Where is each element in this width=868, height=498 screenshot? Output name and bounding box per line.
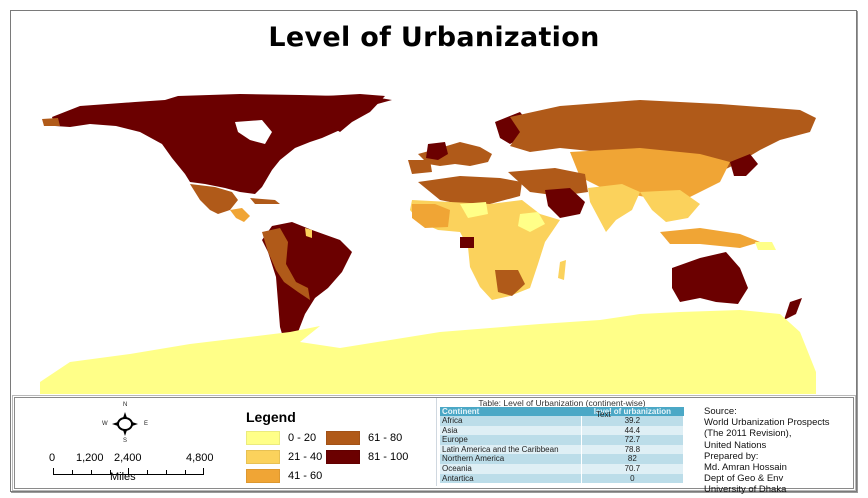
region-north-america bbox=[52, 94, 392, 194]
compass-e-label: E bbox=[144, 421, 149, 427]
region-antarctica bbox=[40, 310, 816, 394]
table-header-row: Continent level of urbanization bbox=[440, 407, 684, 416]
prepared-line: Md. Amran Hossain bbox=[704, 462, 787, 474]
cell-value: 0 bbox=[581, 473, 685, 484]
panel-divider bbox=[436, 398, 437, 486]
cell-value: 78.8 bbox=[581, 444, 685, 455]
region-alaska-west bbox=[42, 118, 60, 126]
region-iberia bbox=[408, 160, 432, 174]
region-mexico bbox=[190, 184, 238, 214]
table-row: Asia 44.4 bbox=[440, 425, 685, 436]
region-gabon bbox=[460, 237, 474, 248]
region-west-africa bbox=[412, 204, 450, 228]
legend-label: 61 - 80 bbox=[368, 432, 403, 444]
table-row: Northern America 82 bbox=[440, 454, 685, 464]
prepared-line: Dept of Geo & Env bbox=[704, 473, 784, 485]
cell-continent: Latin America and the Caribbean bbox=[440, 444, 582, 455]
legend: Legend 0 - 20 21 - 40 41 - 60 61 - 80 81… bbox=[240, 405, 430, 485]
compass-icon bbox=[112, 412, 138, 436]
source-line: United Nations bbox=[704, 439, 767, 451]
region-saudi bbox=[545, 188, 585, 218]
region-russia bbox=[510, 100, 816, 172]
region-png bbox=[755, 242, 776, 250]
compass-w-label: W bbox=[102, 421, 108, 427]
region-greenland bbox=[290, 94, 385, 132]
cell-value: 72.7 bbox=[581, 435, 685, 445]
scale-units: Miles bbox=[110, 471, 136, 483]
urbanization-table: Continent level of urbanization Africa 39… bbox=[440, 407, 685, 484]
region-new-zealand bbox=[784, 298, 802, 320]
legend-item-61-80: 61 - 80 bbox=[326, 431, 402, 445]
compass-s-label: S bbox=[123, 438, 128, 444]
compass-n-label: N bbox=[123, 402, 128, 408]
prepared-line: Prepared by: bbox=[704, 450, 759, 462]
region-korea-japan bbox=[730, 154, 758, 176]
legend-swatch bbox=[246, 450, 280, 464]
cell-continent: Asia bbox=[440, 425, 582, 436]
legend-item-41-60: 41 - 60 bbox=[246, 469, 322, 483]
scale-label-0: 0 bbox=[49, 452, 56, 464]
cell-value: 44.4 bbox=[581, 425, 685, 436]
legend-title: Legend bbox=[246, 409, 296, 425]
map-title: Level of Urbanization bbox=[268, 22, 600, 53]
region-southeast-asia bbox=[640, 190, 700, 222]
scale-label-4800: 4,800 bbox=[186, 452, 214, 464]
cell-continent: Northern America bbox=[440, 454, 582, 464]
table-overlay-text: Text bbox=[596, 410, 611, 419]
table-row: Africa 39.2 bbox=[440, 416, 685, 426]
region-caribbean bbox=[250, 198, 280, 204]
legend-item-21-40: 21 - 40 bbox=[246, 450, 322, 464]
legend-item-81-100: 81 - 100 bbox=[326, 450, 408, 464]
scale-label-1200: 1,200 bbox=[76, 452, 104, 464]
compass-rose: N S W E bbox=[100, 402, 150, 446]
region-australia bbox=[672, 252, 748, 304]
region-central-america bbox=[230, 208, 250, 222]
region-hudson-bay bbox=[235, 120, 272, 144]
header-level: level of urbanization bbox=[581, 407, 684, 416]
map-info-panel bbox=[12, 395, 856, 491]
region-south-africa bbox=[495, 270, 525, 296]
cell-value: 70.7 bbox=[581, 463, 685, 474]
table-row: Oceania 70.7 bbox=[440, 463, 685, 474]
world-choropleth-map bbox=[40, 94, 816, 394]
table-row: Latin America and the Caribbean 78.8 bbox=[440, 444, 685, 455]
legend-swatch bbox=[326, 431, 360, 445]
cell-value: 39.2 bbox=[581, 416, 685, 426]
legend-swatch bbox=[246, 431, 280, 445]
source-line: (The 2011 Revision), bbox=[704, 428, 792, 440]
region-sahel bbox=[460, 202, 488, 218]
table-row: Antartica 0 bbox=[440, 473, 685, 484]
region-north-africa bbox=[418, 176, 522, 204]
region-france bbox=[426, 142, 448, 160]
source-line: World Urbanization Prospects bbox=[704, 417, 830, 429]
source-credits: Source: World Urbanization Prospects (Th… bbox=[704, 406, 830, 496]
cell-continent: Europe bbox=[440, 435, 582, 445]
region-ethiopia bbox=[518, 212, 545, 232]
table-row: Europe 72.7 bbox=[440, 435, 685, 445]
header-continent: Continent bbox=[440, 407, 582, 416]
legend-label: 81 - 100 bbox=[368, 451, 409, 463]
legend-swatch bbox=[326, 450, 360, 464]
legend-item-0-20: 0 - 20 bbox=[246, 431, 316, 445]
legend-label: 0 - 20 bbox=[288, 432, 317, 444]
legend-swatch bbox=[246, 469, 280, 483]
cell-continent: Antartica bbox=[440, 473, 582, 484]
legend-label: 21 - 40 bbox=[288, 451, 323, 463]
prepared-line: University of Dhaka bbox=[704, 484, 787, 496]
region-guyana bbox=[305, 228, 312, 238]
source-line: Source: bbox=[704, 406, 737, 417]
table-caption: Table: Level of Urbanization (continent-… bbox=[478, 398, 646, 408]
region-india bbox=[588, 184, 640, 232]
scale-bar: 0 1,200 2,400 4,800 Miles bbox=[44, 452, 224, 484]
scale-line bbox=[53, 468, 204, 475]
region-indonesia bbox=[660, 228, 760, 248]
cell-continent: Africa bbox=[440, 416, 582, 426]
cell-continent: Oceania bbox=[440, 463, 582, 474]
scale-label-2400: 2,400 bbox=[114, 452, 142, 464]
legend-label: 41 - 60 bbox=[288, 470, 323, 482]
region-europe bbox=[418, 142, 492, 166]
region-madagascar bbox=[558, 260, 566, 280]
cell-value: 82 bbox=[581, 454, 685, 464]
region-andes bbox=[262, 228, 310, 300]
